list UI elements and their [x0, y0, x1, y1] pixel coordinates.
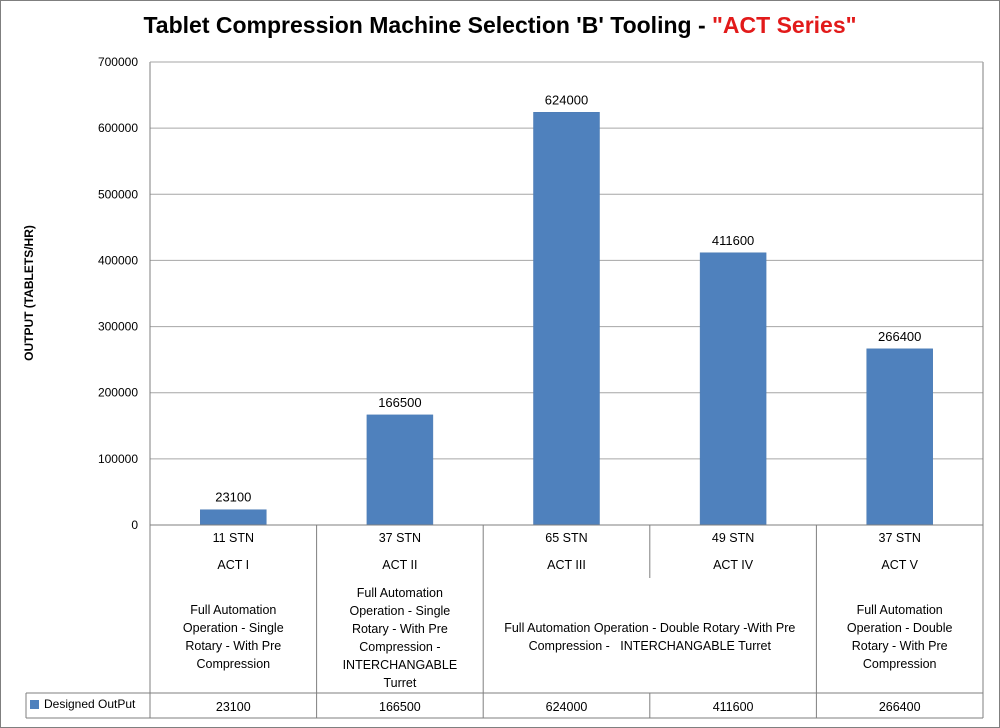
bar	[866, 348, 933, 526]
chart-title-accent: "ACT Series"	[712, 12, 857, 38]
legend-swatch	[30, 700, 39, 709]
bar-data-label: 23100	[215, 490, 251, 505]
x-tick-label-stations: 49 STN	[712, 531, 754, 545]
x-tick-label-stations: 37 STN	[379, 531, 421, 545]
x-tick-label-model: ACT V	[881, 558, 918, 572]
y-tick-label: 100000	[98, 452, 138, 466]
category-description: Full Automation Operation - Double Rotar…	[504, 621, 799, 653]
x-tick-label-model: ACT II	[382, 558, 417, 572]
y-tick-label: 0	[131, 518, 138, 532]
legend-label: Designed OutPut	[44, 697, 136, 711]
x-tick-label-stations: 11 STN	[213, 531, 254, 545]
y-tick-label: 200000	[98, 386, 138, 400]
bar	[200, 509, 267, 526]
x-tick-label-model: ACT III	[547, 558, 586, 572]
category-description: Full Automation Operation - Single Rotar…	[182, 603, 288, 671]
y-tick-label: 700000	[98, 55, 138, 69]
y-tick-label: 400000	[98, 253, 138, 267]
y-tick-label: 300000	[98, 320, 138, 334]
chart-title-main: Tablet Compression Machine Selection 'B'…	[143, 12, 712, 38]
x-tick-label-model: ACT I	[217, 558, 249, 572]
data-table-value: 266400	[879, 700, 921, 714]
bar	[533, 112, 600, 526]
data-table-value: 23100	[216, 700, 251, 714]
x-tick-label-stations: 65 STN	[545, 531, 587, 545]
data-table-value: 166500	[379, 700, 421, 714]
bar-data-label: 266400	[878, 329, 921, 344]
x-tick-label-stations: 37 STN	[879, 531, 921, 545]
data-table-value: 624000	[546, 700, 588, 714]
bar	[699, 252, 767, 526]
bar-data-label: 624000	[545, 92, 588, 107]
bar	[366, 414, 434, 526]
bar-data-label: 166500	[378, 395, 421, 410]
data-table-value: 411600	[713, 700, 754, 714]
category-description: Full Automation Operation - Double Rotar…	[846, 603, 956, 671]
y-tick-label: 600000	[98, 121, 138, 135]
category-description: Full Automation Operation - Single Rotar…	[342, 586, 461, 690]
bar-data-label: 411600	[712, 233, 754, 248]
chart-title: Tablet Compression Machine Selection 'B'…	[0, 12, 1000, 39]
x-tick-label-model: ACT IV	[713, 558, 754, 572]
y-tick-label: 500000	[98, 187, 138, 201]
